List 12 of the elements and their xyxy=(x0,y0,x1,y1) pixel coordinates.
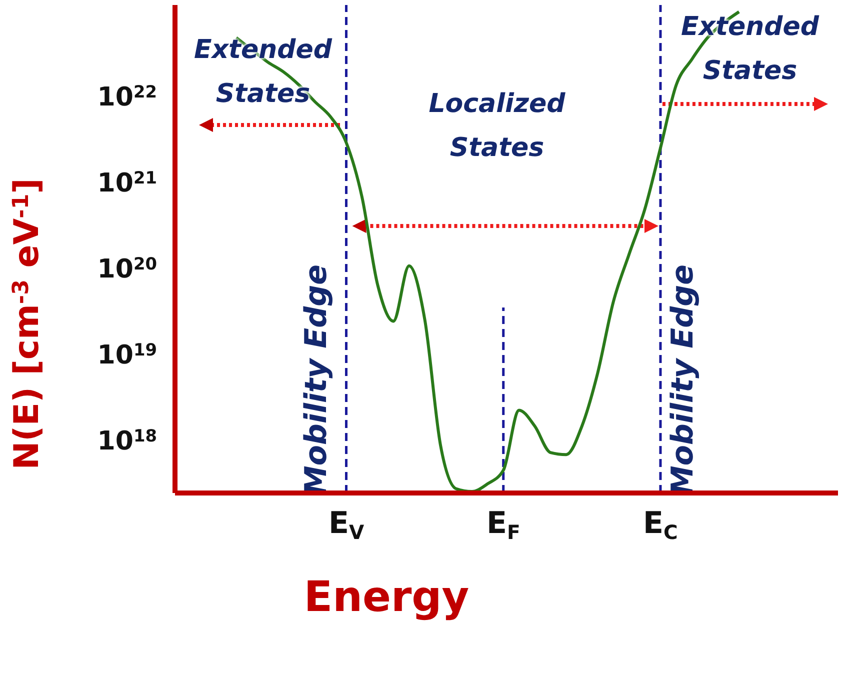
y-tick-label: 10$^{19}$ xyxy=(97,340,157,370)
x-tick-label: E$_{V}$ xyxy=(328,506,364,544)
y-tick-label: 10$^{20}$ xyxy=(97,254,157,284)
x-axis-title: Energy xyxy=(304,572,470,621)
y-tick-label: 10$^{21}$ xyxy=(97,168,157,199)
ref-line-label: Mobility Edge xyxy=(665,264,700,496)
y-tick-label: 10$^{22}$ xyxy=(97,82,157,113)
x-tick-label: E$_{C}$ xyxy=(643,506,678,544)
annotation: Localized States xyxy=(428,88,566,165)
ref-line-label: Mobility Edge xyxy=(299,264,334,496)
y-tick-label: 10$^{18}$ xyxy=(97,426,157,456)
x-tick-label: E$_{F}$ xyxy=(486,506,520,544)
